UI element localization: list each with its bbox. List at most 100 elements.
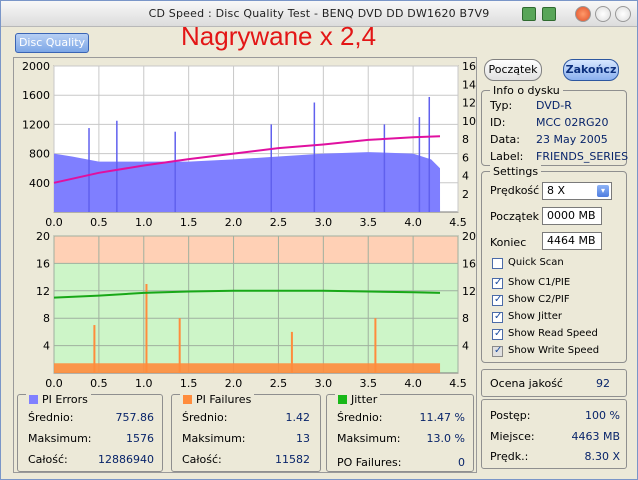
checkbox-label: Show C2/PIF bbox=[508, 294, 570, 305]
chart2-y-right-tick-label: 8 bbox=[462, 312, 469, 325]
stats-value: 11582 bbox=[275, 453, 310, 466]
speed-select[interactable]: 8 X ▾ bbox=[542, 182, 612, 200]
chart1-x-tick-label: 0.5 bbox=[90, 216, 108, 229]
stats-key: Średnio: bbox=[28, 411, 74, 424]
window-title: CD Speed : Disc Quality Test - BENQ DVD … bbox=[148, 7, 490, 20]
stats-row: Całość: 12886940 bbox=[28, 453, 154, 466]
stats-key: Całość: bbox=[28, 453, 68, 466]
chart1-y-right-tick-label: 10 bbox=[462, 115, 476, 128]
pi-failures-stats: PI Failures Średnio: 1.42 Maksimum: 13 Cał… bbox=[171, 393, 321, 472]
jitter-line bbox=[53, 289, 441, 299]
disc-info-title: Info o dysku bbox=[490, 84, 563, 97]
chart1-y-right-tick-label: 2 bbox=[462, 188, 469, 201]
chart1-y-right-tick-label: 8 bbox=[462, 133, 469, 146]
progress-label: Postęp: bbox=[490, 409, 531, 422]
settings-title: Settings bbox=[490, 165, 542, 178]
checkbox-box[interactable] bbox=[492, 277, 503, 289]
stats-value: 13.0 % bbox=[426, 432, 465, 445]
chart1-x-tick-label: 3.5 bbox=[359, 216, 377, 229]
progress-value: 100 % bbox=[585, 409, 620, 422]
chart1-y-right-tick-label: 6 bbox=[462, 151, 469, 164]
chart1-x-tick-label: 0.0 bbox=[45, 216, 63, 229]
settings-group: Settings Prędkość 8 X ▾ Początek 0000 MB… bbox=[481, 165, 627, 363]
speed-readout-value: 8.30 X bbox=[584, 450, 620, 463]
progress-row: Postęp: 100 % bbox=[490, 409, 620, 422]
chart1-y-left-tick-label: 800 bbox=[29, 148, 50, 161]
start-label: Początek bbox=[490, 210, 539, 223]
speed-label: Prędkość bbox=[490, 184, 540, 197]
jitter-title-text: Jitter bbox=[351, 393, 378, 406]
chart1-x-tick-label: 4.5 bbox=[449, 216, 467, 229]
chart1-y-right-tick-label: 12 bbox=[462, 97, 476, 110]
stats-row: Całość: 11582 bbox=[182, 453, 310, 466]
charts-svg: 0.0 0.5 1.0 1.5 2.0 2.5 3.0 3.5 4.0 4.5 2000 1600 12… bbox=[22, 60, 476, 390]
chart1-x-tick-label: 4.0 bbox=[404, 216, 422, 229]
overlay-title: Nagrywane x 2,4 bbox=[181, 21, 377, 51]
stats-value: 13 bbox=[296, 432, 310, 445]
stats-key: Maksimum: bbox=[182, 432, 246, 445]
minimize-icon[interactable] bbox=[595, 6, 611, 22]
end-button[interactable]: Zakończ bbox=[563, 59, 619, 81]
disc-type-label: Typ: bbox=[490, 99, 513, 112]
stats-value: 11.47 % bbox=[419, 411, 465, 424]
chart1-y-left-tick-label: 400 bbox=[29, 177, 50, 190]
chart2-y-right-tick-label: 12 bbox=[462, 285, 476, 298]
chart2-x-tick-label: 2.0 bbox=[225, 377, 243, 390]
maximize-icon[interactable] bbox=[615, 6, 631, 22]
checkbox-box[interactable] bbox=[492, 258, 503, 269]
jitter-title: Jitter bbox=[335, 393, 381, 406]
checkbox-box[interactable] bbox=[492, 294, 503, 306]
pi-failures-baseline bbox=[54, 363, 441, 373]
disc-type-value: DVD-R bbox=[536, 99, 572, 112]
stats-key: Średnio: bbox=[182, 411, 228, 424]
chart1-x-tick-label: 2.0 bbox=[225, 216, 243, 229]
checkbox-box[interactable] bbox=[492, 311, 503, 323]
read-speed-line bbox=[53, 135, 441, 184]
start-button[interactable]: Początek bbox=[484, 59, 542, 81]
speed-row: Prędk.: 8.30 X bbox=[490, 450, 620, 463]
chart2-x-tick-label: 0.0 bbox=[45, 377, 63, 390]
chart2-y-left-tick-label: 16 bbox=[36, 257, 50, 270]
start-input[interactable]: 0000 MB bbox=[542, 207, 602, 225]
toolbar-copy-icon[interactable] bbox=[522, 7, 536, 21]
chart2-x-tick-label: 4.0 bbox=[404, 377, 422, 390]
chart2-x-tick-label: 1.0 bbox=[135, 377, 153, 390]
chart2-y-left-tick-label: 4 bbox=[43, 340, 50, 353]
disc-label-label: Label: bbox=[490, 150, 524, 163]
tab-disc-quality[interactable]: Disc Quality bbox=[15, 33, 89, 53]
disc-id-label: ID: bbox=[490, 116, 506, 129]
end-input[interactable]: 4464 MB bbox=[542, 232, 602, 250]
title-bar[interactable]: CD Speed : Disc Quality Test - BENQ DVD … bbox=[1, 1, 637, 27]
pi-errors-title: PI Errors bbox=[26, 393, 91, 406]
close-icon[interactable] bbox=[575, 6, 591, 22]
disc-date-value: 23 May 2005 bbox=[536, 133, 608, 146]
pi-errors-stats: PI Errors Średnio: 757.86 Maksimum: 1576 C… bbox=[17, 393, 163, 472]
chart2-band bbox=[54, 236, 458, 264]
quality-score-label: Ocena jakość bbox=[490, 377, 563, 390]
progress-panel: Postęp: 100 % Miejsce: 4463 MB Prędk.: 8… bbox=[481, 399, 627, 469]
disc-info-group: Info o dysku Typ: DVD-R ID: MCC 02RG20 D… bbox=[481, 84, 628, 166]
chart1-x-tick-label: 1.5 bbox=[180, 216, 198, 229]
chart2-x-tick-label: 1.5 bbox=[180, 377, 198, 390]
chart2-y-left-tick-label: 20 bbox=[36, 230, 50, 243]
checkbox-label: Show Jitter bbox=[508, 311, 562, 322]
chart2-y-left-tick-label: 12 bbox=[36, 285, 50, 298]
pi-failures-swatch bbox=[183, 395, 192, 404]
chart1-x-tick-label: 3.0 bbox=[315, 216, 333, 229]
chart2-x-tick-label: 3.5 bbox=[359, 377, 377, 390]
stats-key: PO Failures: bbox=[337, 456, 402, 469]
checkbox-label: Show Write Speed bbox=[508, 345, 600, 356]
disc-label-value: FRIENDS_SERIES bbox=[536, 150, 628, 163]
stats-key: Maksimum: bbox=[337, 432, 401, 445]
stats-value: 1576 bbox=[126, 432, 154, 445]
stats-row: Średnio: 11.47 % bbox=[337, 411, 465, 424]
stats-value: 12886940 bbox=[98, 453, 154, 466]
checkbox-box bbox=[492, 345, 503, 357]
end-label: Koniec bbox=[490, 236, 527, 249]
stats-row: Maksimum: 1576 bbox=[28, 432, 154, 445]
toolbar-save-icon[interactable] bbox=[542, 7, 556, 21]
chevron-down-icon[interactable]: ▾ bbox=[597, 185, 609, 197]
checkbox-box[interactable] bbox=[492, 328, 503, 340]
stats-key: Maksimum: bbox=[28, 432, 92, 445]
